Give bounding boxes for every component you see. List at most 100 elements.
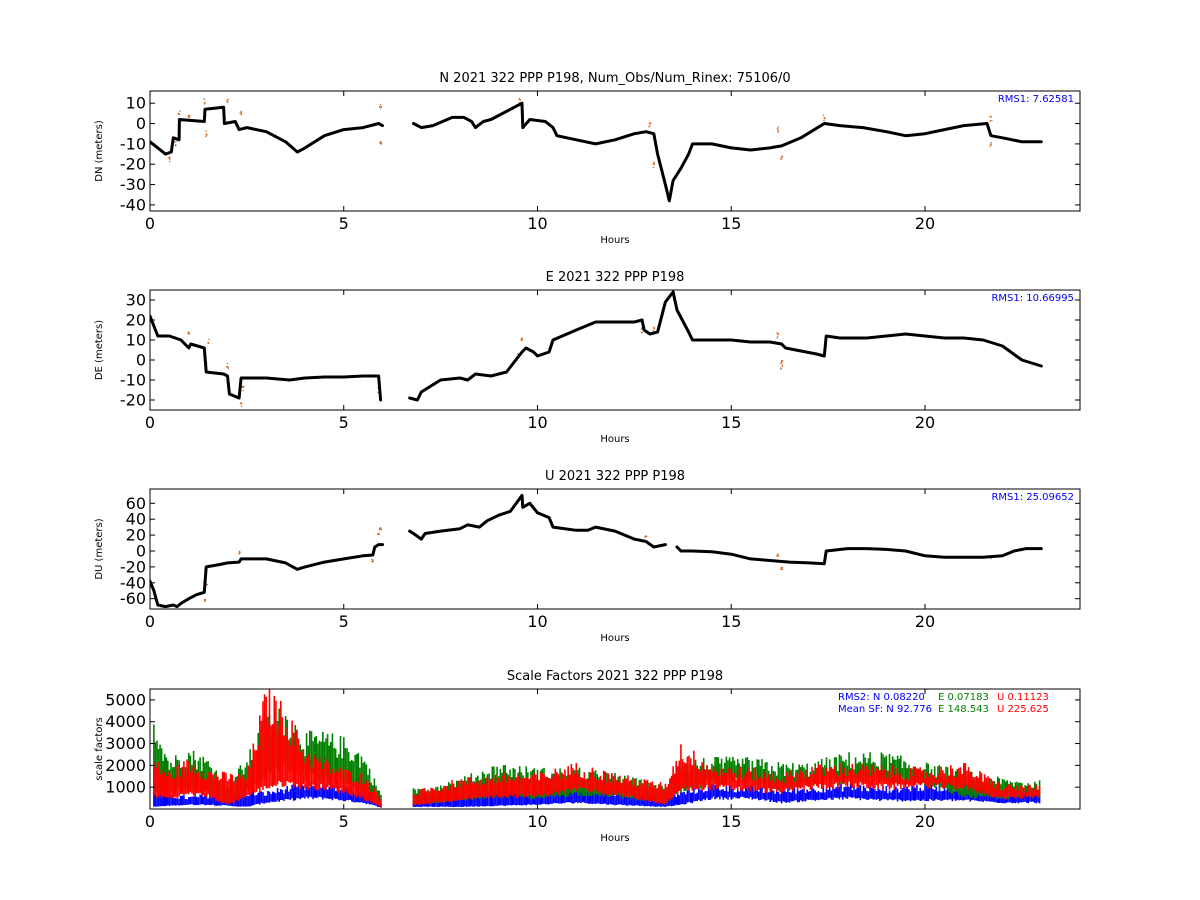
outlier-point [776,335,779,337]
outlier-point [990,141,993,144]
outlier-point [188,333,190,335]
outlier-point [188,332,190,334]
outlier-point [777,553,779,555]
outlier-point [777,126,779,128]
x-tick-label: 5 [339,214,349,233]
outlier-point [241,405,243,407]
annotation-u: U 225.625 [997,704,1049,715]
outlier-point [377,533,379,535]
outlier-point [379,106,381,108]
y-axis-label: DE (meters) [94,320,105,380]
outlier-point [378,105,381,108]
outlier-point [227,101,229,103]
outlier-point [227,366,229,369]
outlier-point [777,555,780,557]
outlier-point [187,331,190,333]
x-tick-label: 10 [527,612,547,631]
outlier-point [242,389,244,392]
series-trace [408,290,1043,402]
outlier-point [990,115,992,118]
plot-data [153,689,1041,808]
outlier-point [518,102,520,104]
outlier-point [991,120,993,122]
outlier-point [653,163,655,165]
x-axis-label: Hours [600,833,629,844]
outlier-point [641,327,643,330]
outlier-point [204,600,206,602]
axes-frame [149,289,1081,411]
outlier-point [780,368,782,370]
outlier-point [205,133,207,136]
outlier-point [781,360,783,362]
outlier-point [227,98,229,100]
annotation-n: Mean SF: N 92.776 [838,704,932,715]
outlier-point [378,533,380,536]
outlier-point [378,529,381,531]
x-tick-label: 10 [527,812,547,831]
outlier-point [203,103,206,105]
series-trace [408,493,667,549]
y-tick-label: 3000 [105,734,146,753]
x-tick-label: 15 [721,413,741,432]
outlier-point [380,528,382,530]
outlier-point [242,386,244,388]
outlier-point [640,332,643,334]
outlier-point [380,141,382,143]
x-tick-label: 10 [527,413,547,432]
outlier-point [823,119,825,122]
outlier-point [777,332,779,335]
outlier-point [240,111,242,113]
outlier-point [653,327,656,330]
outlier-point [243,385,245,388]
outlier-point [205,134,208,136]
annotation-e: E 148.543 [938,704,989,715]
outlier-point [777,333,780,335]
subplot-title: U 2021 322 PPP P198 [545,469,685,484]
outlier-point [521,339,524,341]
y-tick-label: 20 [126,526,146,545]
outlier-point [989,143,992,145]
outlier-point [652,163,654,165]
plot-data [150,290,1043,407]
y-tick-label: 20 [126,311,146,330]
annotation-e: E 0.07183 [938,692,989,703]
outlier-point [646,535,648,538]
outlier-point [380,529,382,531]
outlier-point [240,110,242,112]
outlier-point [379,103,382,106]
rms-annotation: RMS1: 10.66995 [991,293,1074,304]
x-axis-label: Hours [600,434,629,445]
plot-data [150,97,1043,203]
x-tick-label: 0 [145,214,155,233]
y-axis-label: scale factors [94,717,105,780]
series-trace [412,101,1043,203]
y-tick-label: 2000 [105,756,146,775]
x-tick-label: 5 [339,612,349,631]
outlier-point [781,364,783,367]
y-tick-label: 60 [126,494,146,513]
y-tick-label: 5000 [105,690,146,709]
outlier-point [225,365,228,368]
outlier-point [780,158,782,160]
outlier-point [169,160,171,163]
y-axis-label: DU (meters) [94,518,105,579]
y-tick-label: -20 [120,391,146,410]
y-tick-label: -40 [120,195,146,214]
y-tick-label: -20 [120,557,146,576]
y-tick-label: 30 [126,291,146,310]
outlier-point [204,101,206,104]
outlier-point [379,141,381,143]
outlier-point [175,141,177,143]
outlier-point [380,107,382,109]
outlier-point [174,144,177,147]
outlier-point [649,122,651,125]
outlier-point [239,552,241,554]
outlier-point [777,130,779,133]
outlier-point [990,144,992,146]
x-tick-label: 5 [339,413,349,432]
y-tick-label: -30 [120,175,146,194]
outlier-point [242,385,244,388]
outlier-point [776,332,778,334]
outlier-point [240,114,243,116]
